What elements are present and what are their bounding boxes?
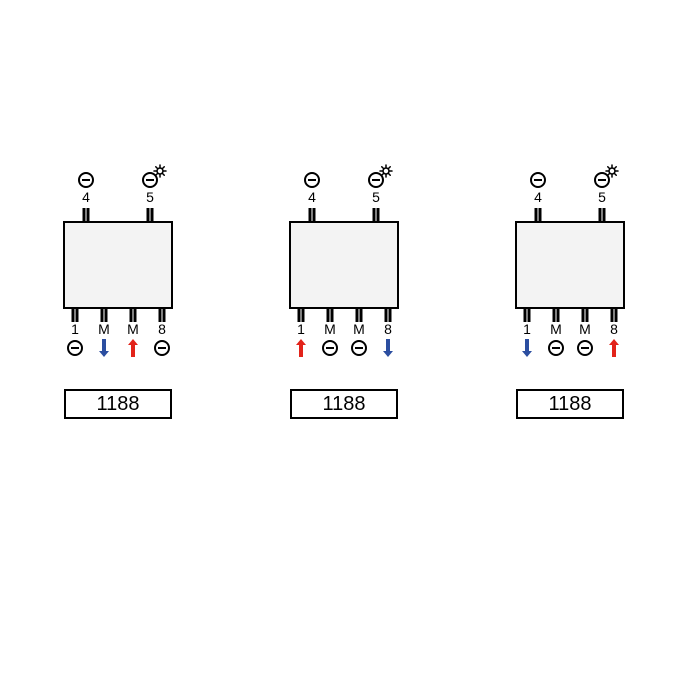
pin-label: 4: [82, 189, 90, 205]
model-label: 1188: [322, 393, 365, 415]
pin-label: M: [127, 321, 139, 337]
relay-module: 4 5 1 M M 8 1188: [290, 165, 398, 418]
pin-label: 5: [598, 189, 606, 205]
model-label: 1188: [96, 393, 139, 415]
pin-label: 8: [610, 321, 618, 337]
pin-label: 5: [372, 189, 380, 205]
relay-schematic: 4 5 1 M M 8 1188 4 5 1 M M 8 1188 4 5 1 M M 8 1188: [0, 0, 700, 700]
relay-module: 4 5 1 M M 8 1188: [64, 165, 172, 418]
pin-label: 1: [523, 321, 531, 337]
pin-label: 8: [158, 321, 166, 337]
model-label: 1188: [548, 393, 591, 415]
pin-label: M: [98, 321, 110, 337]
pin-label: M: [550, 321, 562, 337]
pin-label: M: [353, 321, 365, 337]
pin-label: M: [579, 321, 591, 337]
pin-label: 4: [534, 189, 542, 205]
pin-label: 8: [384, 321, 392, 337]
module-body: [516, 222, 624, 308]
pin-label: M: [324, 321, 336, 337]
pin-label: 4: [308, 189, 316, 205]
pin-label: 5: [146, 189, 154, 205]
relay-module: 4 5 1 M M 8 1188: [516, 165, 624, 418]
pin-label: 1: [297, 321, 305, 337]
pin-label: 1: [71, 321, 79, 337]
module-body: [290, 222, 398, 308]
module-body: [64, 222, 172, 308]
